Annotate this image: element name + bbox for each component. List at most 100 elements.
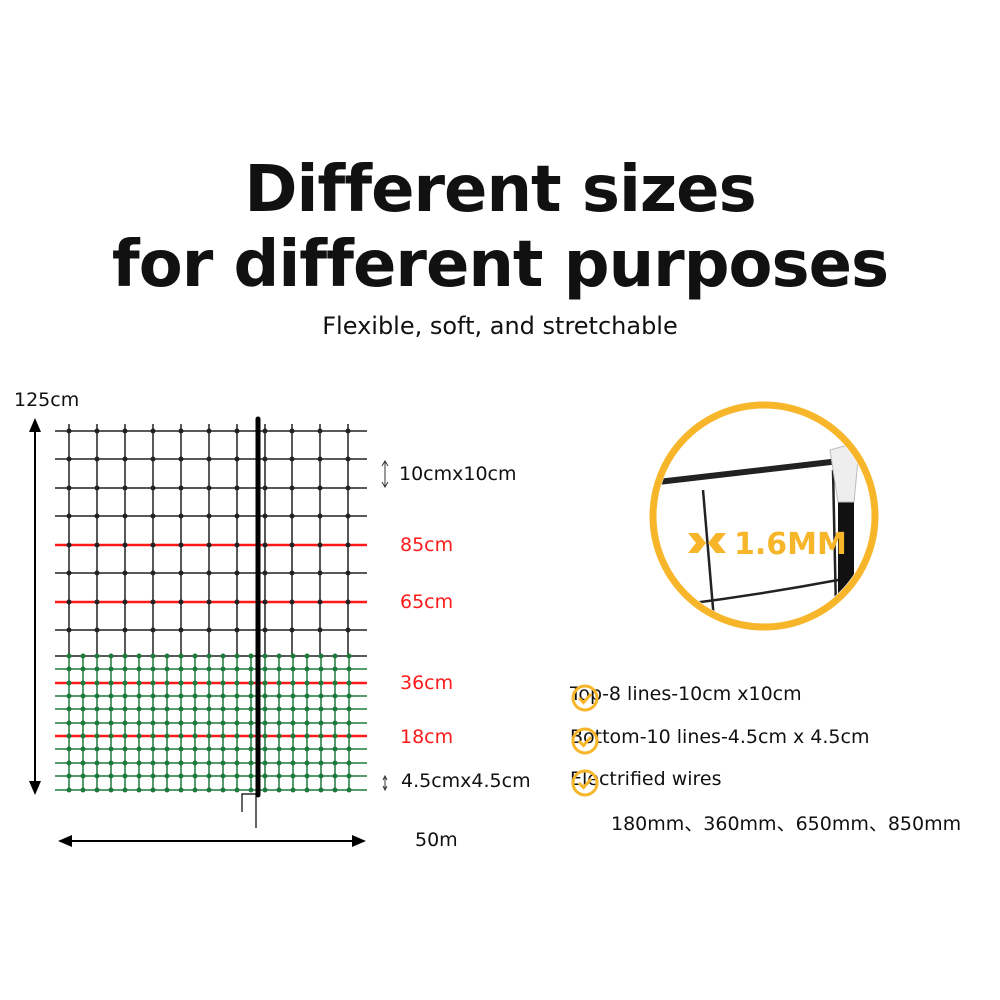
title-line-1: Different sizes [244,153,756,227]
mesh-knot [248,773,254,779]
mesh-knot [262,693,268,699]
mesh-knot [178,428,184,434]
dimension-arrow-icon [382,774,388,792]
mesh-knot [80,746,86,752]
mesh-knot [234,570,240,576]
mesh-knot [66,542,72,548]
mesh-knot [318,653,324,659]
mesh-knot [150,693,156,699]
mesh-knot [150,706,156,712]
wire-label-18: 18cm [400,726,454,748]
mesh-knot [332,787,338,793]
mesh-knot [290,680,296,686]
mesh-knot [178,542,184,548]
wire-heights: 180mm、360mm、650mm、850mm [611,813,962,835]
mesh-knot [304,706,310,712]
mesh-knot [192,787,198,793]
mesh-knot [262,666,268,672]
mesh-knot [178,653,184,659]
mesh-knot [122,693,128,699]
mesh-knot [290,720,296,726]
mesh-knot [262,773,268,779]
mesh-knot [108,787,114,793]
mesh-knot [248,787,254,793]
mesh-knot [318,720,324,726]
mesh-knot [345,570,351,576]
mesh-knot [346,680,352,686]
mesh-knot [150,428,156,434]
mesh-knot [136,746,142,752]
mesh-knot [192,746,198,752]
mesh-knot [94,706,100,712]
mesh-knot [220,787,226,793]
mesh-knot [164,680,170,686]
mesh-knot [206,706,212,712]
mesh-knot [262,746,268,752]
mesh-knot [304,680,310,686]
mesh-knot [234,680,240,686]
mesh-knot [220,693,226,699]
mesh-knot [80,733,86,739]
mesh-knot [317,627,323,633]
mesh-knot [346,653,352,659]
mesh-knot [220,720,226,726]
mesh-knot [332,733,338,739]
mesh-knot [94,456,100,462]
mesh-knot [150,720,156,726]
mesh-knot [304,746,310,752]
mesh-knot [304,773,310,779]
mesh-knot [346,720,352,726]
mesh-knot [304,787,310,793]
mesh-knot [178,773,184,779]
mesh-knot [192,733,198,739]
arrow-up-icon [29,418,41,432]
mesh-knot [136,760,142,766]
mesh-knot [206,787,212,793]
mesh-knot [66,456,72,462]
mesh-knot [192,773,198,779]
wire-label-36: 36cm [400,672,454,694]
mesh-knot [262,653,268,659]
mesh-knot [206,513,212,519]
mesh-knot [206,666,212,672]
mesh-knot [108,733,114,739]
mesh-knot [289,456,295,462]
top-mesh-label: 10cmx10cm [399,463,517,485]
mesh-knot [317,456,323,462]
mesh-knot [262,456,268,462]
mesh-knot [178,787,184,793]
mesh-knot [80,693,86,699]
mesh-knot [206,760,212,766]
mesh-knot [318,746,324,752]
mesh-knot [262,485,268,491]
mesh-knot [66,693,72,699]
mesh-knot [66,570,72,576]
mesh-knot [304,693,310,699]
mesh-knot [346,787,352,793]
mesh-knot [332,706,338,712]
mesh-knot [276,653,282,659]
mesh-knot [122,746,128,752]
mesh-knot [289,428,295,434]
mesh-knot [94,428,100,434]
mesh-knot [94,653,100,659]
mesh-knot [122,720,128,726]
mesh-knot [346,693,352,699]
feature-text: Electrified wires [570,768,722,790]
mesh-knot [66,599,72,605]
mesh-knot [108,680,114,686]
mesh-knot [94,760,100,766]
subtitle: Flexible, soft, and stretchable [322,312,678,340]
mesh-knot [94,485,100,491]
mesh-knot [136,706,142,712]
mesh-knot [220,706,226,712]
mesh-knot [150,456,156,462]
mesh-knot [234,693,240,699]
mesh-knot [150,746,156,752]
mesh-knot [178,720,184,726]
mesh-knot [332,680,338,686]
mesh-knot [345,456,351,462]
mesh-knot [234,599,240,605]
mesh-knot [192,720,198,726]
mesh-knot [150,513,156,519]
